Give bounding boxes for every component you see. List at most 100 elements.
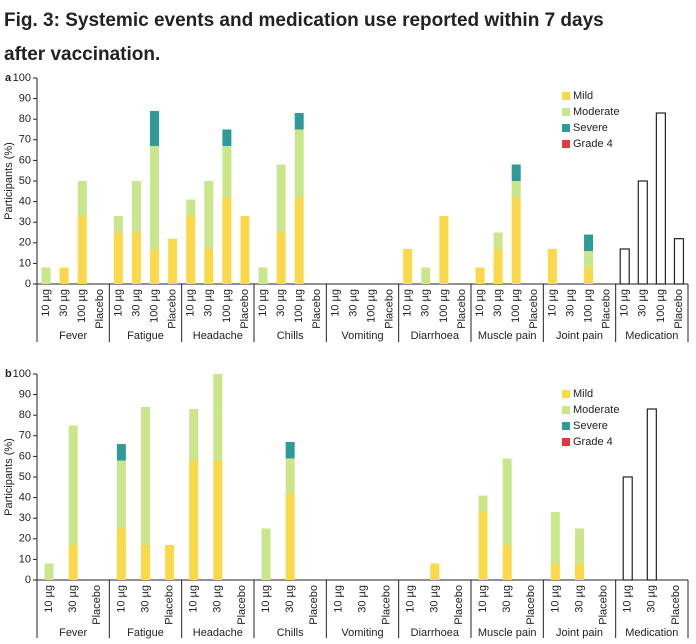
group-label: Muscle pain xyxy=(478,627,537,639)
bar-segment xyxy=(475,267,485,284)
y-axis-label: Participants (%) xyxy=(3,142,15,220)
bar-segment xyxy=(116,460,126,529)
bar-segment xyxy=(502,544,512,580)
y-tick-label: 80 xyxy=(19,113,31,125)
bar-label: 100 µg xyxy=(655,289,667,323)
bar-segment xyxy=(77,181,87,217)
group-label: Vomiting xyxy=(341,330,383,342)
bar-segment xyxy=(258,267,268,284)
bar-label: 10 µg xyxy=(43,585,55,613)
group-label: Fatigue xyxy=(127,627,164,639)
bar-label: Placebo xyxy=(91,585,103,625)
bar-segment xyxy=(44,563,54,580)
bar-label: 10 µg xyxy=(619,289,631,317)
bar-label: 10 µg xyxy=(332,585,344,613)
bar-label: Placebo xyxy=(311,289,323,329)
bar-segment xyxy=(204,181,214,249)
bar-segment xyxy=(584,234,594,252)
bar-label: 30 µg xyxy=(284,585,296,613)
legend-label: Mild xyxy=(573,90,593,102)
bar-segment xyxy=(204,248,214,284)
group-label: Chills xyxy=(277,627,304,639)
bar-segment xyxy=(68,425,78,545)
bar-label: 100 µg xyxy=(148,289,160,323)
medication-bar xyxy=(646,408,657,581)
bar-segment xyxy=(511,181,521,198)
bar-segment xyxy=(493,248,503,284)
bar-label: 30 µg xyxy=(275,289,287,317)
bar-segment xyxy=(186,216,196,284)
y-tick-label: 30 xyxy=(19,512,31,524)
bar-segment xyxy=(186,199,196,217)
legend-label: Mild xyxy=(573,388,593,400)
bar-segment xyxy=(150,145,160,249)
bar-segment xyxy=(222,197,232,284)
medication-bar xyxy=(673,238,685,285)
bar-label: 30 µg xyxy=(492,289,504,317)
bar-label: Placebo xyxy=(236,585,248,625)
bar-label: 30 µg xyxy=(139,585,151,613)
bar-segment xyxy=(285,441,295,459)
bar-segment xyxy=(294,197,304,284)
bar-segment xyxy=(113,232,123,284)
bar-label: 30 µg xyxy=(356,585,368,613)
y-tick-label: 20 xyxy=(19,533,31,545)
bar-segment xyxy=(403,248,413,284)
group-label: Diarrhoea xyxy=(411,330,460,342)
legend-swatch xyxy=(562,140,570,148)
y-tick-label: 50 xyxy=(19,471,31,483)
bar-label: 30 µg xyxy=(67,585,79,613)
bar-label: 10 µg xyxy=(549,585,561,613)
group-label: Joint pain xyxy=(556,330,603,342)
bar-segment xyxy=(113,216,123,233)
bar-label: 30 µg xyxy=(420,289,432,317)
bar-segment xyxy=(493,232,503,249)
bar-label: 30 µg xyxy=(58,289,70,317)
y-tick-label: 40 xyxy=(19,196,31,208)
bar-segment xyxy=(294,129,304,198)
legend-label: Severe xyxy=(573,122,608,134)
bar-segment xyxy=(165,544,175,580)
bar-segment xyxy=(116,444,126,461)
bar-label: 30 µg xyxy=(130,289,142,317)
bar-segment xyxy=(41,267,51,284)
bar-label: Placebo xyxy=(525,585,537,625)
bar-segment xyxy=(141,544,150,580)
bar-segment xyxy=(150,248,160,284)
figure-title: Fig. 3: Systemic events and medication u… xyxy=(4,10,604,65)
bar-segment xyxy=(189,460,199,580)
bar-segment xyxy=(150,110,160,146)
bar-segment xyxy=(550,512,560,564)
bar-label: Placebo xyxy=(94,289,106,329)
bar-label: 30 µg xyxy=(637,289,649,317)
bar-label: Placebo xyxy=(601,289,613,329)
y-tick-label: 90 xyxy=(19,389,31,401)
legend-label: Severe xyxy=(573,420,608,432)
bar-label: 10 µg xyxy=(546,289,558,317)
legend-swatch xyxy=(562,390,570,398)
bar-label: Placebo xyxy=(167,289,179,329)
y-axis-label: Participants (%) xyxy=(3,438,15,516)
y-tick-label: 10 xyxy=(19,257,31,269)
legend-label: Grade 4 xyxy=(573,138,613,150)
y-tick-label: 10 xyxy=(19,553,31,565)
bar-segment xyxy=(141,406,150,545)
bar-segment xyxy=(213,460,223,580)
bar-label: 100 µg xyxy=(365,289,377,323)
y-tick-label: 50 xyxy=(19,175,31,187)
group-label: Vomiting xyxy=(341,627,383,639)
bar-segment xyxy=(213,374,223,461)
bar-label: 10 µg xyxy=(185,289,197,317)
group-label: Headache xyxy=(193,330,243,342)
y-tick-label: 0 xyxy=(25,278,31,290)
y-tick-label: 70 xyxy=(19,430,31,442)
bar-label: Placebo xyxy=(528,289,540,329)
bar-segment xyxy=(511,197,521,284)
bar-segment xyxy=(584,251,594,268)
y-tick-label: 90 xyxy=(19,93,31,105)
bar-label: 30 µg xyxy=(212,585,224,613)
bar-segment xyxy=(511,164,521,181)
y-tick-label: 100 xyxy=(13,72,31,84)
